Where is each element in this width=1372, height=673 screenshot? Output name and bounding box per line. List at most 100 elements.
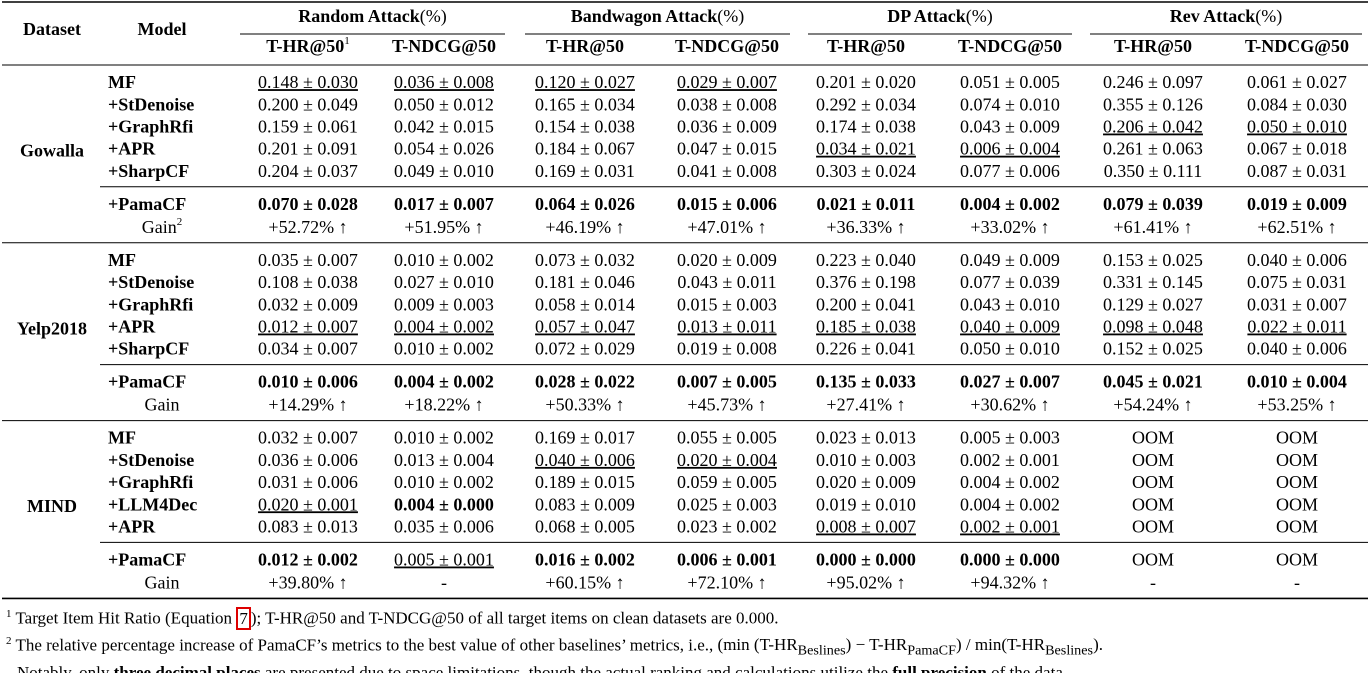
gain-cell: +36.33% ↑ — [826, 217, 905, 237]
group-unit: (%) — [1255, 6, 1282, 27]
gain-cell: +61.41% ↑ — [1113, 217, 1192, 237]
cell: 0.350 ± 0.111 — [1104, 161, 1203, 181]
equation-ref[interactable]: 7 — [236, 606, 251, 630]
cell: 0.004 ± 0.002 — [960, 472, 1060, 492]
cell: OOM — [1276, 472, 1318, 492]
cell: 0.079 ± 0.039 — [1103, 194, 1203, 214]
metric-name: T-NDCG@50 — [1245, 36, 1349, 56]
footnotes: 1 Target Item Hit Ratio (Equation 7); T-… — [6, 603, 1370, 673]
cell: 0.050 ± 0.012 — [394, 94, 494, 114]
cell: 0.068 ± 0.005 — [535, 517, 635, 537]
cell: 0.034 ± 0.007 — [258, 339, 358, 359]
cell: 0.032 ± 0.009 — [258, 294, 358, 314]
model-name: MF — [108, 72, 136, 92]
cell: 0.013 ± 0.011 — [677, 317, 776, 337]
cell: OOM — [1132, 550, 1174, 570]
cell: 0.185 ± 0.038 — [816, 317, 916, 337]
cell: 0.031 ± 0.007 — [1247, 294, 1347, 314]
gain-cell: +52.72% ↑ — [268, 217, 347, 237]
cell: 0.049 ± 0.009 — [960, 250, 1060, 270]
model-name: +StDenoise — [108, 450, 194, 470]
cell: OOM — [1132, 494, 1174, 514]
metric-header: T-HR@501 — [266, 35, 350, 57]
metric-header: T-NDCG@50 — [958, 36, 1062, 56]
header-dataset: Dataset — [23, 19, 81, 39]
cell: OOM — [1276, 494, 1318, 514]
cell: 0.012 ± 0.002 — [258, 550, 358, 570]
cell: 0.005 ± 0.001 — [394, 550, 494, 570]
gain-cell: +54.24% ↑ — [1113, 395, 1192, 415]
cell: 0.154 ± 0.038 — [535, 117, 635, 137]
cell: 0.223 ± 0.040 — [816, 250, 916, 270]
cell: OOM — [1132, 428, 1174, 448]
footnote-mark: 1 — [344, 35, 350, 47]
gain-cell: +46.19% ↑ — [545, 217, 624, 237]
metric-name: T-NDCG@50 — [958, 36, 1062, 56]
cell: 0.025 ± 0.003 — [677, 494, 777, 514]
footnote: 1 Target Item Hit Ratio (Equation 7); T-… — [6, 603, 1370, 630]
metric-header: T-NDCG@50 — [1245, 36, 1349, 56]
cell: 0.027 ± 0.010 — [394, 272, 494, 292]
emphasis: three decimal places — [113, 662, 261, 673]
metric-name: T-NDCG@50 — [675, 36, 779, 56]
cell: 0.022 ± 0.011 — [1247, 317, 1346, 337]
cell: 0.292 ± 0.034 — [816, 94, 916, 114]
cell: 0.036 ± 0.009 — [677, 117, 777, 137]
metric-header: T-NDCG@50 — [675, 36, 779, 56]
cell: 0.169 ± 0.031 — [535, 161, 635, 181]
cell: 0.181 ± 0.046 — [535, 272, 635, 292]
cell: 0.040 ± 0.006 — [535, 450, 635, 470]
footnote-mark: 1 — [6, 608, 12, 620]
cell: 0.331 ± 0.145 — [1103, 272, 1203, 292]
cell: 0.010 ± 0.003 — [816, 450, 916, 470]
cell: 0.002 ± 0.001 — [960, 450, 1060, 470]
gain-cell: +51.95% ↑ — [404, 217, 483, 237]
cell: 0.084 ± 0.030 — [1247, 94, 1347, 114]
gain-cell: +30.62% ↑ — [970, 395, 1049, 415]
cell: 0.015 ± 0.006 — [677, 194, 777, 214]
footnote-mark: 2 — [177, 215, 183, 227]
cell: 0.226 ± 0.041 — [816, 339, 916, 359]
group-header: Bandwagon Attack(%) — [571, 6, 745, 27]
cell: 0.004 ± 0.002 — [960, 194, 1060, 214]
cell: 0.031 ± 0.006 — [258, 472, 358, 492]
gain-cell: +33.02% ↑ — [970, 217, 1049, 237]
cell: 0.006 ± 0.004 — [960, 139, 1060, 159]
cell: 0.004 ± 0.002 — [960, 494, 1060, 514]
cell: 0.204 ± 0.037 — [258, 161, 358, 181]
model-name: +GraphRfi — [108, 117, 193, 137]
cell: 0.045 ± 0.021 — [1103, 372, 1203, 392]
group-unit: (%) — [420, 6, 447, 27]
cell: OOM — [1276, 517, 1318, 537]
cell: 0.023 ± 0.002 — [677, 517, 777, 537]
cell: 0.200 ± 0.041 — [816, 294, 916, 314]
cell: OOM — [1276, 428, 1318, 448]
cell: 0.159 ± 0.061 — [258, 117, 358, 137]
cell: 0.355 ± 0.126 — [1103, 94, 1203, 114]
cell: 0.015 ± 0.003 — [677, 294, 777, 314]
footnote-text: ); T-HR@50 and T-NDCG@50 of all target i… — [250, 608, 779, 628]
gain-cell: +50.33% ↑ — [545, 395, 624, 415]
cell: OOM — [1132, 517, 1174, 537]
cell: 0.021 ± 0.011 — [817, 194, 916, 214]
cell: 0.043 ± 0.010 — [960, 294, 1060, 314]
cell: 0.019 ± 0.009 — [1247, 194, 1347, 214]
model-name: +StDenoise — [108, 272, 194, 292]
model-name: +GraphRfi — [108, 294, 193, 314]
dataset-name: MIND — [27, 496, 77, 516]
cell: 0.083 ± 0.009 — [535, 494, 635, 514]
cell: 0.016 ± 0.002 — [535, 550, 635, 570]
cell: 0.020 ± 0.001 — [258, 494, 358, 514]
cell: 0.087 ± 0.031 — [1247, 161, 1347, 181]
cell: 0.120 ± 0.027 — [535, 72, 635, 92]
cell: 0.153 ± 0.025 — [1103, 250, 1203, 270]
cell: 0.059 ± 0.005 — [677, 472, 777, 492]
cell: 0.002 ± 0.001 — [960, 517, 1060, 537]
cell: 0.000 ± 0.000 — [960, 550, 1060, 570]
cell: 0.148 ± 0.030 — [258, 72, 358, 92]
cell: 0.005 ± 0.003 — [960, 428, 1060, 448]
formula: (min (T-HRBeslines) − T-HRPamaCF) / min(… — [718, 635, 1103, 658]
cell: 0.034 ± 0.021 — [816, 139, 916, 159]
cell: 0.020 ± 0.004 — [677, 450, 777, 470]
cell: 0.013 ± 0.004 — [394, 450, 494, 470]
